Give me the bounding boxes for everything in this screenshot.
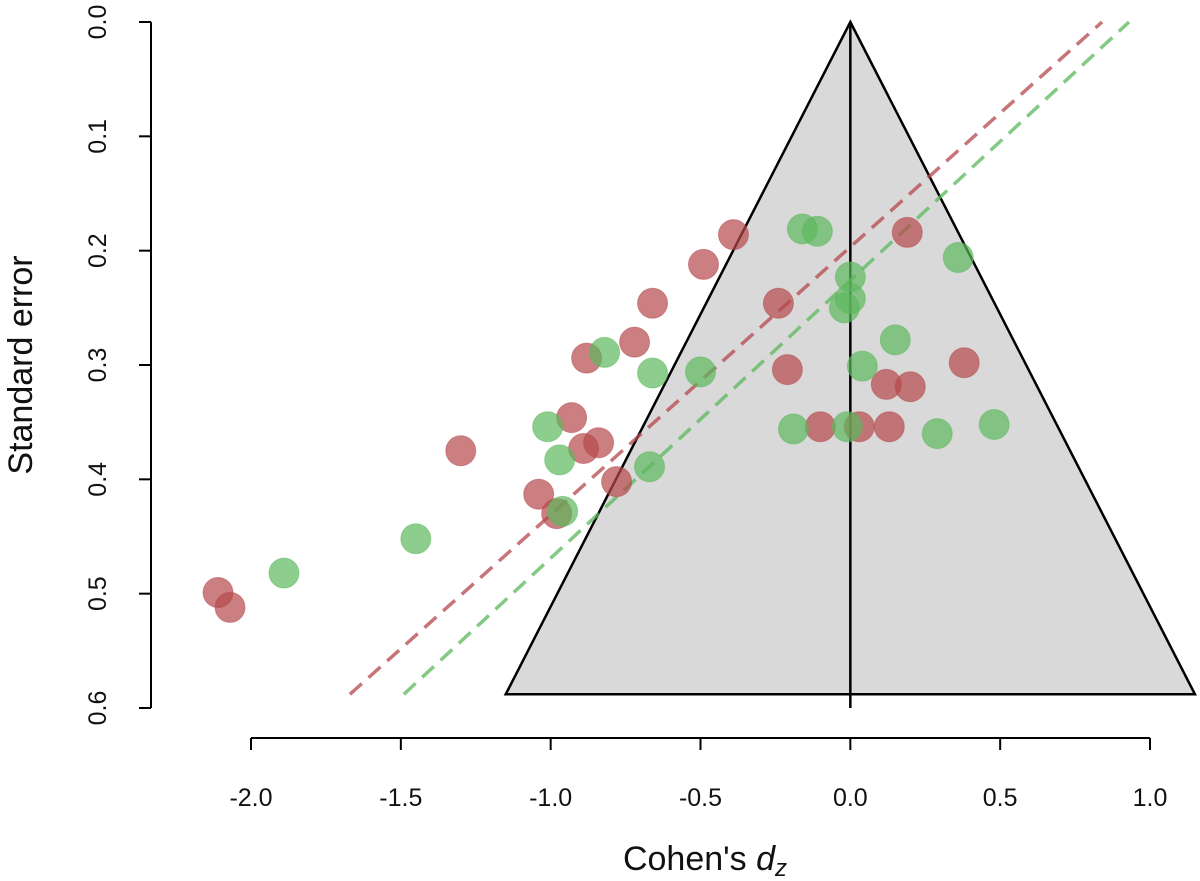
data-point-green xyxy=(831,411,863,443)
data-point-red xyxy=(948,347,980,379)
x-axis-title-italic: d xyxy=(756,840,776,878)
y-tick-label: 0.2 xyxy=(84,233,112,268)
axes: 0.0 0.1 0.2 0.3 0.4 0.5 0.6 -2.0 -1.5 -1.0 -0.5 0.0… xyxy=(84,5,1167,812)
data-point-green xyxy=(777,413,809,445)
data-point-green xyxy=(544,444,576,476)
data-point-green xyxy=(978,408,1010,440)
y-tick-label: 0.3 xyxy=(84,348,112,383)
data-point-green xyxy=(532,411,564,443)
data-point-green xyxy=(634,451,666,483)
data-point-red xyxy=(445,435,477,467)
y-axis-title: Standard error xyxy=(2,255,40,474)
data-point-green xyxy=(547,495,579,527)
x-axis-title-subscript: z xyxy=(774,855,787,881)
data-point-red xyxy=(687,248,719,280)
data-point-green xyxy=(589,336,621,368)
data-point-red xyxy=(891,216,923,248)
y-tick-label: 0.0 xyxy=(84,5,112,40)
data-point-red xyxy=(523,478,555,510)
data-point-green xyxy=(942,242,974,274)
x-tick-label: 1.0 xyxy=(1133,784,1168,812)
data-point-red xyxy=(873,411,905,443)
y-tick-label: 0.4 xyxy=(84,462,112,497)
y-tick-label: 0.1 xyxy=(84,119,112,154)
x-tick-label: -1.0 xyxy=(529,784,572,812)
data-point-green xyxy=(846,350,878,382)
data-points xyxy=(202,213,1010,623)
data-point-red xyxy=(894,371,926,403)
data-point-red xyxy=(804,411,836,443)
data-point-green xyxy=(400,523,432,555)
data-point-red xyxy=(762,287,794,319)
trend-line-red xyxy=(348,20,1104,696)
data-point-red xyxy=(637,287,669,319)
data-point-red xyxy=(717,219,749,251)
data-point-green xyxy=(828,292,860,324)
x-tick-label: 0.0 xyxy=(833,784,868,812)
y-tick-label: 0.6 xyxy=(84,691,112,726)
data-point-green xyxy=(685,356,716,388)
x-tick-label: -0.5 xyxy=(679,784,722,812)
x-axis-title-text: Cohen's xyxy=(623,840,756,878)
data-point-red xyxy=(601,466,633,498)
x-tick-label: -2.0 xyxy=(229,784,272,812)
data-point-green xyxy=(879,324,911,356)
data-point-green xyxy=(268,557,300,589)
data-point-red xyxy=(214,591,246,623)
data-point-green xyxy=(801,215,833,247)
data-point-red xyxy=(619,326,651,358)
x-tick-label: -1.5 xyxy=(379,784,422,812)
trend-line-green xyxy=(402,20,1131,696)
data-point-red xyxy=(771,354,803,386)
data-point-red xyxy=(583,427,615,459)
x-tick-label: 0.5 xyxy=(983,784,1018,812)
data-point-green xyxy=(921,418,953,450)
data-point-green xyxy=(637,357,669,389)
trend-lines xyxy=(348,20,1131,696)
y-tick-label: 0.5 xyxy=(84,576,112,611)
x-axis-title: Cohen's dz xyxy=(623,840,787,881)
